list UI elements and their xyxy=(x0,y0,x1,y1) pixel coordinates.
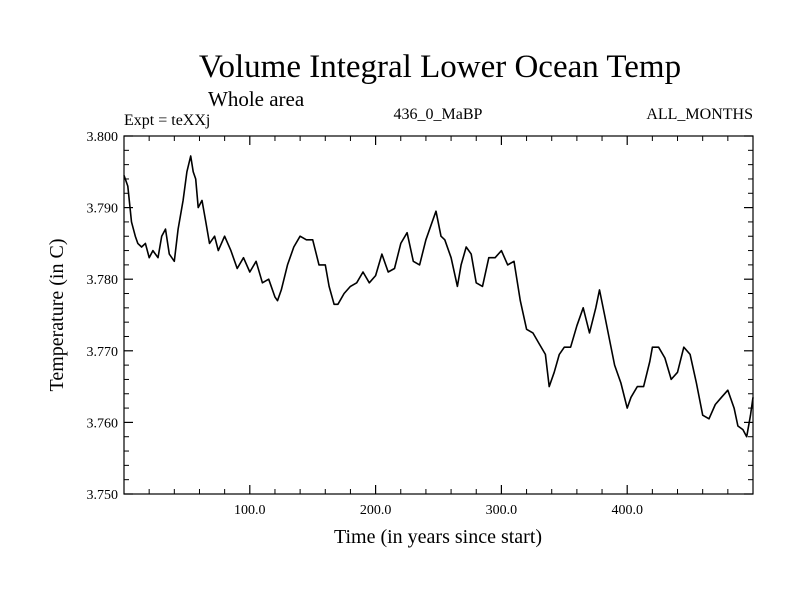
months-label: ALL_MONTHS xyxy=(646,106,753,123)
y-tick-label: 3.780 xyxy=(87,273,119,288)
x-tick-label: 300.0 xyxy=(486,503,518,518)
y-tick-label: 3.760 xyxy=(87,416,119,431)
y-tick-label: 3.790 xyxy=(87,202,119,217)
y-tick-label: 3.800 xyxy=(87,130,119,145)
chart-title: Volume Integral Lower Ocean Temp xyxy=(199,49,681,85)
temperature-series-line xyxy=(123,155,754,438)
chart-subtitle: Whole area xyxy=(208,87,305,111)
y-tick-label: 3.750 xyxy=(87,488,119,503)
x-tick-label: 400.0 xyxy=(611,503,643,518)
x-tick-label: 100.0 xyxy=(234,503,266,518)
period-label: 436_0_MaBP xyxy=(394,106,483,123)
y-axis: 3.750 3.760 3.770 3.780 3.790 3.800 xyxy=(87,130,753,503)
x-axis: 100.0 200.0 300.0 400.0 xyxy=(148,136,729,518)
x-axis-label: Time (in years since start) xyxy=(334,526,542,548)
y-axis-label: Temperature (in C) xyxy=(46,239,68,392)
y-tick-label: 3.770 xyxy=(87,345,119,360)
x-tick-label: 200.0 xyxy=(360,503,392,518)
expt-label: Expt = teXXj xyxy=(124,112,210,129)
plot-frame xyxy=(123,135,754,495)
